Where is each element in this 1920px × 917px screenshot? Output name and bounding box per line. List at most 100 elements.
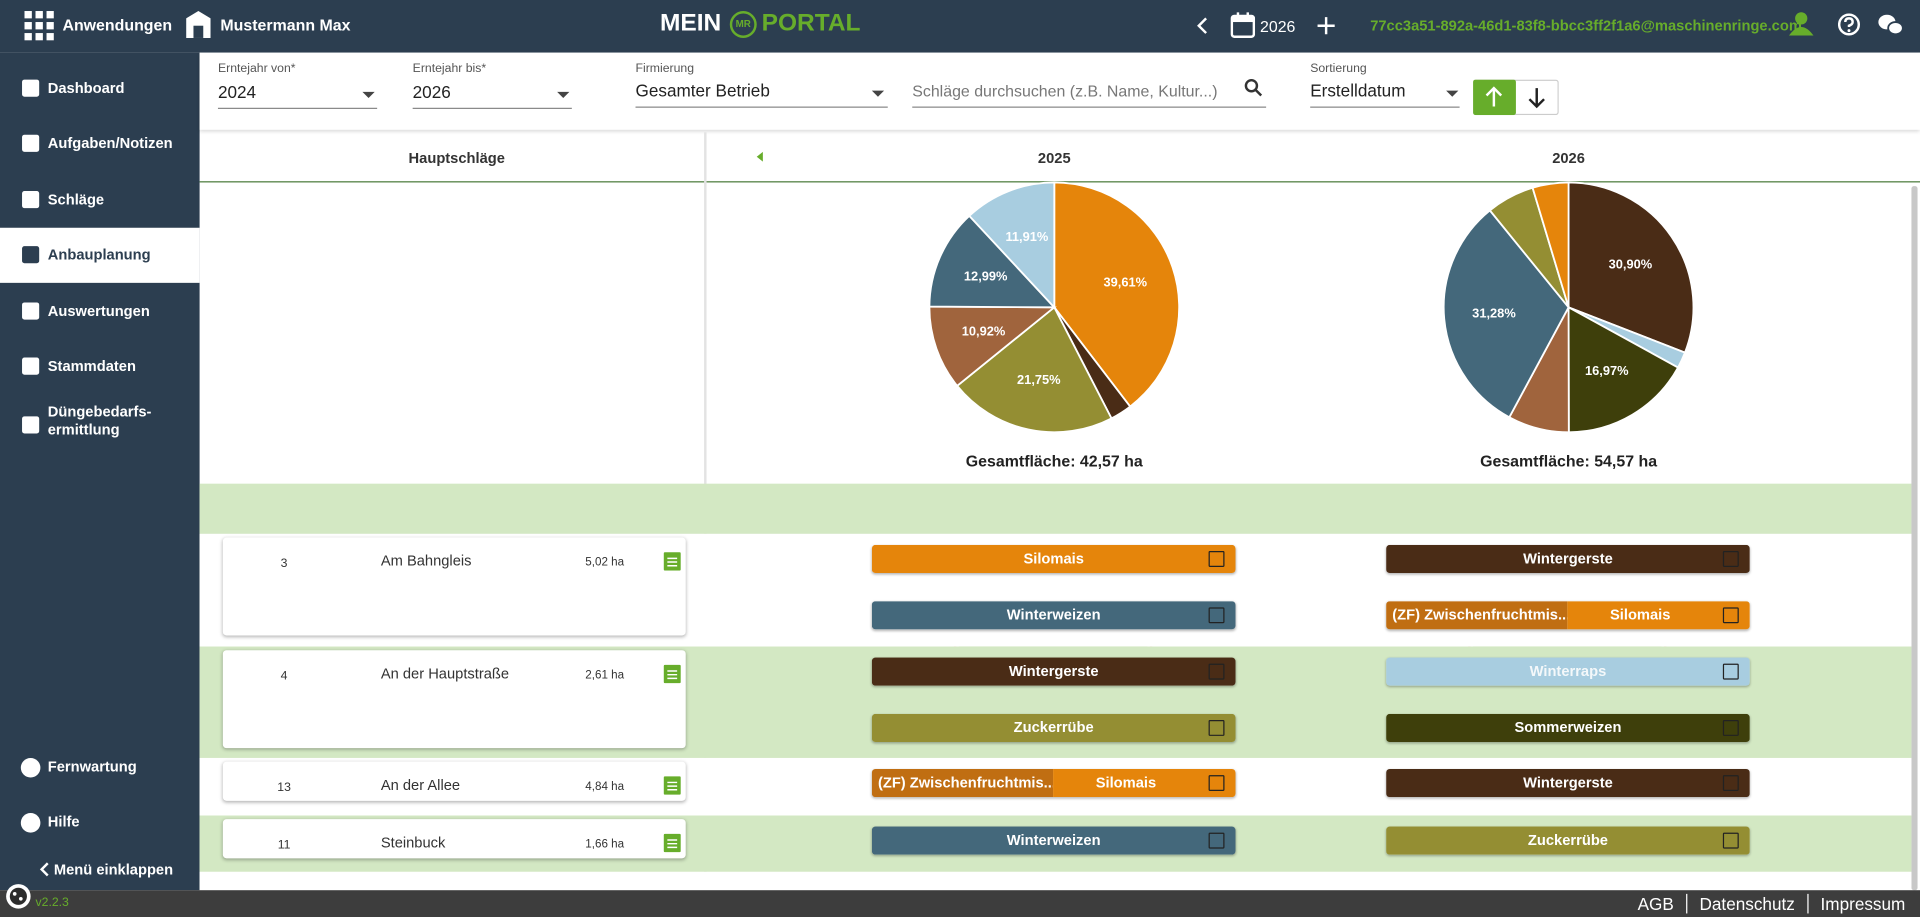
clipboard-icon[interactable] (663, 774, 681, 795)
filter-company[interactable]: Gesamter Betrieb (635, 81, 888, 108)
crop-bar[interactable]: Wintergerste (1386, 544, 1750, 574)
nav-icon (22, 302, 40, 320)
crop-checkbox[interactable] (1722, 663, 1739, 679)
crop-bar[interactable]: Winterweizen (871, 601, 1236, 630)
nav-item[interactable]: Schläge (0, 173, 200, 228)
nav-item[interactable]: Düngebedarfs-ermittlung (0, 394, 200, 461)
sort-select[interactable]: Erstelldatum (1310, 81, 1460, 108)
crop-bar[interactable]: Wintergerste (871, 656, 1236, 686)
clipboard-icon[interactable] (663, 662, 681, 683)
crop-label: Zuckerrübe (871, 713, 1236, 742)
field-card[interactable]: 4 An der Hauptstraße 2,61 ha (222, 649, 686, 748)
field-number: 13 (277, 781, 291, 795)
crop-checkbox[interactable] (1208, 775, 1225, 792)
nav-icon (20, 813, 41, 833)
pie-slice (955, 305, 1113, 434)
crop-checkbox[interactable] (1208, 832, 1225, 848)
planning-grid: Hauptschläge 2025 39,61% 21,75% 10,92% 12,99… (199, 132, 1920, 909)
crop-bar[interactable]: Wintergerste (1386, 768, 1750, 798)
user-name[interactable]: Mustermann Max (220, 15, 351, 35)
crop-checkbox[interactable] (1722, 775, 1739, 792)
nav-label: ermittlung (47, 421, 120, 439)
search-icon[interactable] (1244, 78, 1263, 97)
crop-checkbox[interactable] (1208, 551, 1225, 567)
pie-slice (1053, 181, 1181, 408)
crop-checkbox[interactable] (1722, 832, 1739, 848)
crop-bar[interactable]: Sommerweizen (1386, 713, 1750, 742)
crop-bar[interactable]: Winterraps (1386, 656, 1750, 686)
nav-icon (22, 79, 40, 97)
crop-label: Winterweizen (871, 601, 1236, 630)
nav-label: Aufgaben/Notizen (47, 134, 173, 152)
add-year[interactable] (1316, 16, 1336, 36)
crop-label: Silomais (871, 544, 1236, 574)
field-name: An der Hauptstraße (380, 664, 510, 682)
nav-label: Hilfe (47, 813, 80, 831)
clipboard-icon[interactable] (663, 550, 681, 571)
top-bar: Anwendungen Mustermann Max MEIN MR PORTA… (0, 0, 1920, 53)
crop-bar[interactable]: Zuckerrübe (1386, 825, 1750, 855)
nav-item[interactable]: Auswertungen (0, 284, 200, 339)
sort-direction[interactable] (1473, 79, 1559, 116)
nav-item[interactable]: Dashboard (0, 61, 200, 116)
nav-icon (22, 416, 40, 434)
field-card[interactable]: 13 An der Allee 4,84 ha (222, 761, 686, 801)
crop-bar[interactable]: Silomais (871, 544, 1236, 574)
footer-link[interactable]: Impressum (1807, 893, 1905, 914)
icon-shape (22, 416, 40, 434)
nav-item[interactable]: Stammdaten (0, 339, 200, 394)
field-name: Steinbuck (380, 833, 446, 851)
pie-slice (968, 181, 1056, 310)
nav-item[interactable]: Aufgaben/Notizen (0, 116, 200, 171)
crop-bar[interactable]: Winterweizen (871, 825, 1236, 855)
help-icon[interactable] (1837, 13, 1860, 36)
crop-bar[interactable]: (ZF) Zwischenfruchtmis... Silomais (1386, 601, 1750, 630)
icon-shape (667, 838, 678, 848)
crop-checkbox[interactable] (1208, 663, 1225, 679)
calendar-icon[interactable] (1230, 12, 1256, 38)
nav-item[interactable]: Menü einklappen (0, 852, 200, 907)
nav-icon (22, 191, 40, 209)
nav-item[interactable]: Fernwartung (0, 749, 200, 804)
filter-label: Erntejahr bis* (412, 62, 487, 76)
crop-checkbox[interactable] (1722, 719, 1739, 736)
logo-badge: MR (729, 11, 757, 38)
crop-label: Winterweizen (871, 825, 1236, 855)
icon-shape (667, 781, 678, 791)
nav-item[interactable]: Hilfe (0, 804, 200, 859)
field-card[interactable]: 11 Steinbuck 1,66 ha (222, 818, 686, 858)
crop-label: Sommerweizen (1386, 713, 1750, 742)
logo-right: PORTAL (761, 9, 861, 37)
field-area: 4,84 ha (585, 780, 625, 794)
prev-year[interactable] (1195, 16, 1210, 36)
apps-icon[interactable] (24, 11, 54, 41)
cookie-icon[interactable] (5, 883, 32, 910)
nav-item[interactable]: Anbauplanung (0, 227, 200, 283)
collapse-arrow[interactable] (756, 151, 766, 163)
crop-bar[interactable]: Zuckerrübe (871, 713, 1236, 742)
crop-checkbox[interactable] (1208, 607, 1225, 624)
left-header: Hauptschläge (408, 149, 505, 167)
crop-checkbox[interactable] (1722, 607, 1739, 624)
user-icon[interactable] (1788, 11, 1814, 36)
pie-chart: 39,61% 21,75% 10,92% 12,99% 11,91% (928, 181, 1181, 434)
search-input[interactable]: Schläge durchsuchen (z.B. Name, Kultur..… (912, 82, 1267, 108)
filter-from[interactable]: 2024 (217, 82, 378, 109)
pie-slice (1567, 181, 1695, 354)
clipboard-icon[interactable] (663, 831, 681, 852)
pie-slice (1531, 181, 1570, 308)
icon-shape (22, 302, 40, 320)
footer-link[interactable]: AGB (1637, 893, 1674, 914)
year[interactable]: 2026 (1260, 17, 1296, 36)
nav-label: Düngebedarfs- (47, 402, 152, 421)
crop-bar[interactable]: (ZF) Zwischenfruchtmis... Silomais (871, 768, 1236, 798)
email[interactable]: 77cc3a51-892a-46d1-83f8-bbcc3ff2f1a6@mas… (1370, 17, 1802, 35)
crop-checkbox[interactable] (1722, 551, 1739, 567)
chat-icon[interactable] (1877, 12, 1904, 36)
crop-checkbox[interactable] (1208, 719, 1225, 736)
footer-link[interactable]: Datenschutz (1686, 893, 1807, 914)
filter-to[interactable]: 2026 (412, 82, 572, 109)
apps-label[interactable]: Anwendungen (62, 15, 173, 35)
field-card[interactable]: 3 Am Bahngleis 5,02 ha (222, 537, 686, 636)
